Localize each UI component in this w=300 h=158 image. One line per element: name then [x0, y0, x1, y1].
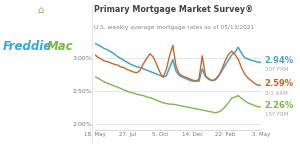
Text: ⌂: ⌂ [38, 5, 44, 15]
Text: 2.59%: 2.59% [265, 79, 294, 88]
Text: Freddie: Freddie [3, 40, 52, 52]
Text: 2.26%: 2.26% [265, 101, 294, 110]
Text: Primary Mortgage Market Survey®: Primary Mortgage Market Survey® [94, 5, 254, 14]
Text: U.S. weekly average mortgage rates as of 05/13/2021: U.S. weekly average mortgage rates as of… [94, 25, 255, 30]
Text: 15Y FRM: 15Y FRM [265, 112, 288, 117]
Text: Mac: Mac [46, 40, 73, 52]
Text: 5/1 ARM: 5/1 ARM [265, 90, 287, 95]
Text: 30Y FRM: 30Y FRM [265, 67, 288, 72]
Text: 2.94%: 2.94% [265, 56, 294, 65]
